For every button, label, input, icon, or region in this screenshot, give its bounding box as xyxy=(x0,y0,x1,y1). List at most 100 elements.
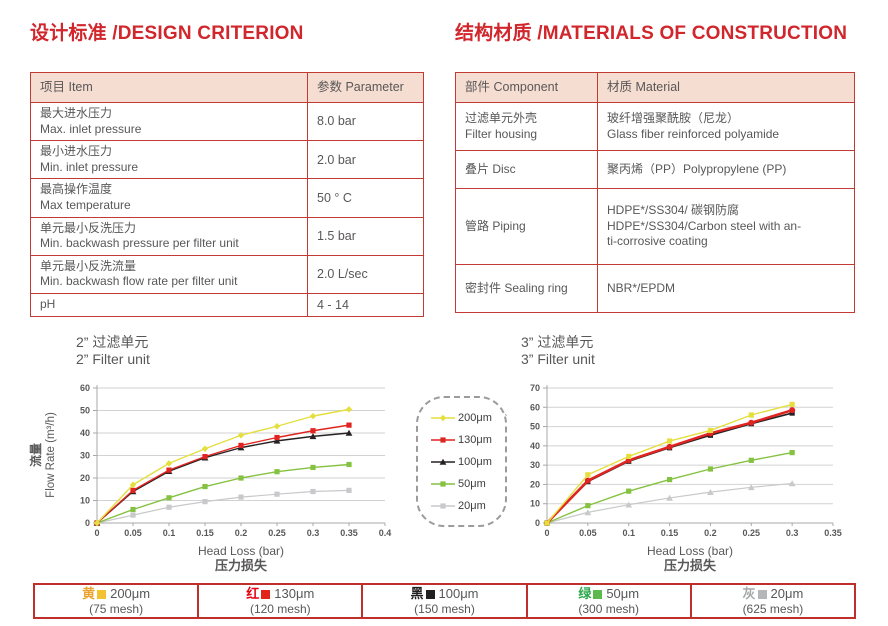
chart-3inch-x-axis-label: Head Loss (bar) 压力损失 xyxy=(646,544,734,574)
svg-text:0: 0 xyxy=(85,518,90,528)
svg-text:10: 10 xyxy=(530,499,540,509)
legend-marker-200um-icon xyxy=(431,414,455,422)
bottom-legend-item-130um: 红 130μm (120 mesh) xyxy=(199,585,364,617)
design-item-max-inlet-pressure: 最大进水压力 Max. inlet pressure xyxy=(30,101,308,142)
materials-of-construction-title: 结构材质 /MATERIALS OF CONSTRUCTION xyxy=(455,23,848,44)
bottom-legend-item-100um: 黑 100μm (150 mesh) xyxy=(363,585,528,617)
svg-text:0.15: 0.15 xyxy=(661,528,679,538)
design-item-max-temperature: 最高操作温度 Max temperature xyxy=(30,178,308,218)
design-value-max-inlet-pressure: 8.0 bar xyxy=(307,101,424,142)
chart-2inch-filter-unit: 0 10 20 30 40 50 60 0 0.05 0.1 0.15 0.2 0.25 0.3 0.35 0… xyxy=(80,383,392,538)
svg-text:0.05: 0.05 xyxy=(579,528,597,538)
svg-text:40: 40 xyxy=(530,441,540,451)
design-table-header-row: 项目 Item 参数 Parameter xyxy=(30,72,424,103)
green-swatch-icon xyxy=(593,590,603,599)
legend-item: 50μm xyxy=(430,473,505,495)
table-row: 过滤单元外壳 Filter housing 玻纤增强聚酰胺（尼龙） Glass … xyxy=(455,102,855,151)
black-swatch-icon xyxy=(425,590,435,599)
svg-text:20: 20 xyxy=(80,473,90,483)
materials-table-header-row: 部件 Component 材质 Material xyxy=(455,72,855,103)
svg-text:20: 20 xyxy=(530,479,540,489)
svg-text:0.3: 0.3 xyxy=(786,528,799,538)
design-value-ph: 4 - 14 xyxy=(307,292,424,318)
svg-text:60: 60 xyxy=(80,383,90,393)
design-value-min-backwash-flow: 2.0 L/sec xyxy=(307,254,424,294)
materials-col-component-header: 部件 Component xyxy=(455,72,598,103)
svg-text:0.25: 0.25 xyxy=(268,528,286,538)
table-row: 密封件 Sealing ring NBR*/EPDM xyxy=(455,264,855,313)
legend-item: 100μm xyxy=(430,451,505,473)
materials-table: 部件 Component 材质 Material 过滤单元外壳 Filter h… xyxy=(455,72,855,313)
table-row: 叠片 Disc 聚丙烯（PP）Polypropylene (PP) xyxy=(455,150,855,189)
svg-text:40: 40 xyxy=(80,428,90,438)
table-row: 单元最小反洗压力 Min. backwash pressure per filt… xyxy=(30,216,424,256)
chart-3inch-filter-unit: 0 10 20 30 40 50 60 70 0 0.05 0.1 0.15 0.2 0.25 0.3 0.3… xyxy=(530,383,842,538)
chart-2inch-x-axis-label: Head Loss (bar) 压力损失 xyxy=(197,544,285,574)
svg-text:0.1: 0.1 xyxy=(163,528,176,538)
legend-marker-100um-icon xyxy=(431,458,455,465)
table-row: 最大进水压力 Max. inlet pressure 8.0 bar xyxy=(30,101,424,142)
design-item-ph: pH xyxy=(30,292,308,318)
legend-marker-130um-icon xyxy=(431,437,455,443)
bottom-legend-item-20um: 灰 20μm (625 mesh) xyxy=(742,586,804,616)
legend-marker-50um-icon xyxy=(431,481,455,487)
design-criterion-table: 项目 Item 参数 Parameter 最大进水压力 Max. inlet p… xyxy=(30,72,424,318)
svg-text:0.25: 0.25 xyxy=(743,528,761,538)
svg-text:10: 10 xyxy=(80,496,90,506)
design-item-min-backwash-flow: 单元最小反洗流量 Min. backwash flow rate per fil… xyxy=(30,254,308,294)
svg-text:70: 70 xyxy=(530,383,540,393)
legend-marker-20um-icon xyxy=(431,503,455,509)
materials-component-sealing-ring: 密封件 Sealing ring xyxy=(455,264,598,313)
bottom-color-legend: 黄 200μm (75 mesh) 红 130μm (120 mesh) 黑 100μ… xyxy=(33,583,856,619)
chart-3inch-title: 3” 过滤单元 3” Filter unit xyxy=(521,334,595,367)
materials-material-filter-housing: 玻纤增强聚酰胺（尼龙） Glass fiber reinforced polya… xyxy=(597,102,855,151)
red-swatch-icon xyxy=(261,590,271,599)
svg-text:0.3: 0.3 xyxy=(307,528,320,538)
design-item-min-backwash-pressure: 单元最小反洗压力 Min. backwash pressure per filt… xyxy=(30,216,308,256)
svg-text:0.35: 0.35 xyxy=(824,528,842,538)
materials-component-piping: 管路 Piping xyxy=(455,188,598,265)
chart-legend-box: 200μm 130μm 100μm 50μm 20μm xyxy=(416,396,507,527)
design-criterion-title: 设计标准 /DESIGN CRITERION xyxy=(30,23,304,44)
svg-text:0.1: 0.1 xyxy=(622,528,635,538)
svg-text:0.15: 0.15 xyxy=(196,528,214,538)
table-row: 最小进水压力 Min. inlet pressure 2.0 bar xyxy=(30,140,424,180)
legend-item: 200μm xyxy=(430,407,505,429)
design-value-min-inlet-pressure: 2.0 bar xyxy=(307,140,424,180)
table-row: 单元最小反洗流量 Min. backwash flow rate per fil… xyxy=(30,254,424,294)
chart-2inch-title: 2” 过滤单元 2” Filter unit xyxy=(76,334,150,367)
svg-text:30: 30 xyxy=(530,460,540,470)
bottom-legend-item-50um: 绿 50μm (300 mesh) xyxy=(528,585,692,617)
legend-item: 20μm xyxy=(430,495,505,517)
svg-text:0.35: 0.35 xyxy=(340,528,358,538)
design-col-parameter-header: 参数 Parameter xyxy=(307,72,424,103)
table-row: pH 4 - 14 xyxy=(30,292,424,318)
materials-material-piping: HDPE*/SS304/ 碳钢防腐 HDPE*/SS304/Carbon ste… xyxy=(597,188,855,265)
table-row: 管路 Piping HDPE*/SS304/ 碳钢防腐 HDPE*/SS304/… xyxy=(455,188,855,265)
design-item-min-inlet-pressure: 最小进水压力 Min. inlet pressure xyxy=(30,140,308,180)
svg-text:0: 0 xyxy=(535,518,540,528)
svg-text:60: 60 xyxy=(530,402,540,412)
materials-col-material-header: 材质 Material xyxy=(597,72,855,103)
svg-text:0.2: 0.2 xyxy=(704,528,717,538)
svg-text:0: 0 xyxy=(544,528,549,538)
yellow-swatch-icon xyxy=(97,590,107,599)
svg-text:0.4: 0.4 xyxy=(379,528,392,538)
bottom-legend-item-200um: 黄 200μm (75 mesh) xyxy=(35,585,200,617)
materials-component-filter-housing: 过滤单元外壳 Filter housing xyxy=(455,102,598,151)
materials-material-disc: 聚丙烯（PP）Polypropylene (PP) xyxy=(597,150,855,189)
table-row: 最高操作温度 Max temperature 50 ° C xyxy=(30,178,424,218)
design-value-max-temperature: 50 ° C xyxy=(307,178,424,218)
design-col-item-header: 项目 Item xyxy=(30,72,308,103)
svg-text:50: 50 xyxy=(530,422,540,432)
svg-text:0.05: 0.05 xyxy=(124,528,142,538)
materials-component-disc: 叠片 Disc xyxy=(455,150,598,189)
svg-text:30: 30 xyxy=(80,451,90,461)
gray-swatch-icon xyxy=(757,590,767,599)
svg-text:0: 0 xyxy=(94,528,99,538)
materials-material-sealing-ring: NBR*/EPDM xyxy=(597,264,855,313)
svg-text:50: 50 xyxy=(80,406,90,416)
design-value-min-backwash-pressure: 1.5 bar xyxy=(307,216,424,256)
legend-item: 130μm xyxy=(430,429,505,451)
